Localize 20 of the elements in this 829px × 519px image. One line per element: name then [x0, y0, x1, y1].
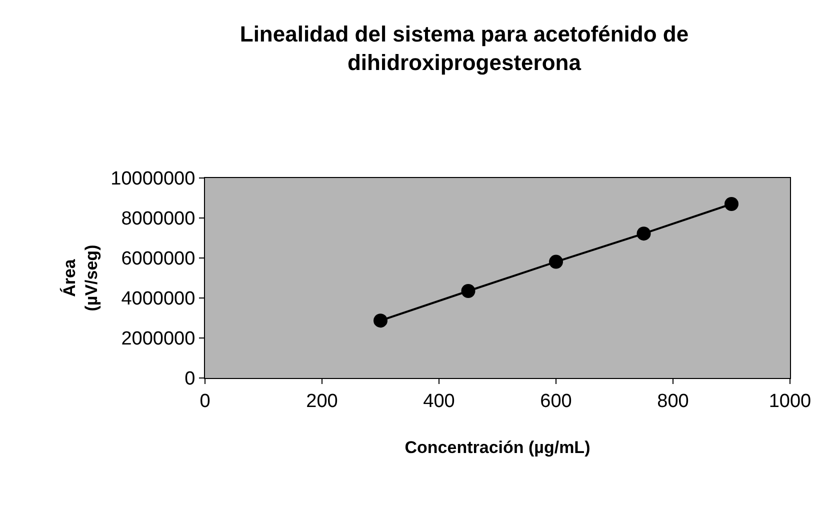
x-tick-label: 800 — [657, 390, 689, 412]
chart-title: Linealidad del sistema para acetofénido de dihidroxiprogesterona — [240, 22, 689, 76]
y-tick-label: 0 — [184, 368, 196, 390]
x-tick-label: 1000 — [768, 390, 812, 412]
y-tick-label: 4000000 — [121, 288, 196, 310]
point — [374, 314, 388, 328]
x-axis-title: Concentración (µg/mL) — [404, 438, 590, 458]
x-tick-label: 200 — [306, 390, 338, 412]
point — [724, 197, 738, 211]
point — [636, 226, 651, 241]
x-tick-label: 400 — [423, 390, 455, 412]
y-tick-label: 8000000 — [121, 208, 196, 230]
x-tick-label: 600 — [540, 390, 572, 412]
y-tick-label: 6000000 — [121, 248, 196, 270]
x-tick-label: 0 — [200, 390, 210, 412]
point — [549, 254, 563, 269]
y-tick-label: 10000000 — [110, 168, 196, 190]
y-axis-title: Área (µV/seg) — [59, 244, 102, 312]
y-tick-label: 2000000 — [121, 328, 196, 350]
point — [461, 284, 476, 298]
